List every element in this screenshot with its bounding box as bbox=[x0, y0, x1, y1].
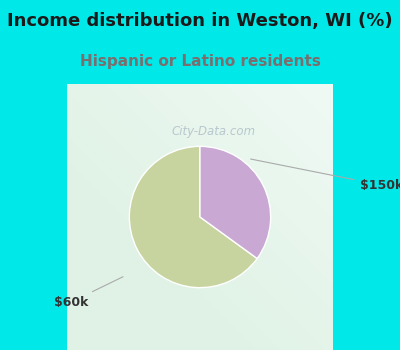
Text: $60k: $60k bbox=[54, 277, 123, 309]
Text: City-Data.com: City-Data.com bbox=[171, 125, 255, 138]
Text: Hispanic or Latino residents: Hispanic or Latino residents bbox=[80, 54, 320, 69]
Text: Income distribution in Weston, WI (%): Income distribution in Weston, WI (%) bbox=[7, 12, 393, 30]
Wedge shape bbox=[200, 146, 271, 259]
Text: $150k: $150k bbox=[251, 159, 400, 191]
Wedge shape bbox=[129, 146, 257, 288]
